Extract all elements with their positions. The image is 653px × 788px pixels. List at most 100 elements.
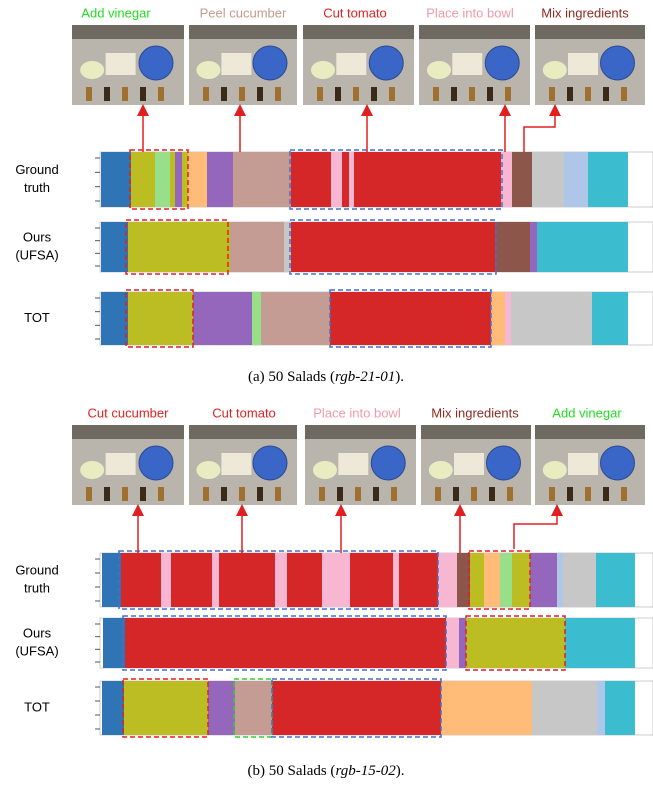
- table-edge: [72, 25, 184, 39]
- cutting-board: [454, 453, 484, 475]
- action-label: Peel cucumber: [200, 5, 287, 20]
- bottle: [353, 87, 359, 101]
- segment: [128, 292, 193, 345]
- bottle: [373, 487, 379, 501]
- cutting-board: [568, 453, 598, 475]
- segment: [207, 152, 233, 207]
- bottle: [391, 487, 397, 501]
- arrow: [514, 507, 557, 549]
- thumbnail: [305, 425, 416, 505]
- segment: [261, 292, 330, 345]
- cutting-board: [568, 53, 598, 75]
- segment: [175, 152, 182, 207]
- segment: [530, 553, 557, 607]
- thumbnail: [189, 425, 297, 505]
- action-label: Mix ingredients: [541, 5, 629, 20]
- table-edge: [189, 25, 297, 39]
- segment: [230, 222, 284, 272]
- thumbnail: [303, 25, 414, 105]
- cutting-board: [106, 453, 136, 475]
- table-edge: [535, 25, 645, 39]
- segment: [102, 553, 121, 607]
- row-label: Ground: [15, 162, 58, 177]
- food: [80, 61, 104, 79]
- bottle: [471, 487, 477, 501]
- bottle: [371, 87, 377, 101]
- segment: [588, 152, 628, 207]
- bottle: [221, 487, 227, 501]
- segment: [597, 681, 605, 735]
- segment: [532, 152, 564, 207]
- segment: [131, 152, 155, 207]
- action-label: Cut tomato: [212, 405, 276, 420]
- bottle: [453, 487, 459, 501]
- segment: [161, 553, 171, 607]
- segment: [565, 618, 635, 668]
- segment: [330, 292, 491, 345]
- segment: [124, 681, 208, 735]
- table-edge: [189, 425, 297, 439]
- segment: [459, 618, 466, 668]
- bottle: [239, 87, 245, 101]
- action-label: Place into bowl: [313, 405, 401, 420]
- segment: [349, 152, 354, 207]
- bottle: [389, 87, 395, 101]
- segment: [470, 553, 484, 607]
- segment: [457, 553, 470, 607]
- segment: [171, 553, 212, 607]
- table-edge: [303, 25, 414, 39]
- food: [196, 461, 220, 479]
- action-label: Mix ingredients: [431, 405, 519, 420]
- cutting-board: [221, 453, 251, 475]
- row-label: (UFSA): [15, 247, 58, 262]
- segment: [101, 292, 128, 345]
- segment: [466, 618, 565, 668]
- bottle: [158, 487, 164, 501]
- segment: [275, 553, 287, 607]
- segment: [537, 222, 628, 272]
- segment: [354, 152, 501, 207]
- food: [543, 461, 567, 479]
- food: [427, 61, 451, 79]
- bottle: [489, 487, 495, 501]
- cutting-board: [221, 53, 251, 75]
- bottle: [221, 87, 227, 101]
- segment: [219, 553, 275, 607]
- segment: [596, 553, 635, 607]
- bowl: [139, 446, 173, 480]
- table-edge: [535, 425, 645, 439]
- bottle: [507, 487, 513, 501]
- food: [80, 461, 104, 479]
- table-edge: [421, 425, 531, 439]
- row-label: Ours: [23, 229, 52, 244]
- caption: (a) 50 Salads (rgb-21-01).: [248, 369, 404, 385]
- bottle: [603, 87, 609, 101]
- bowl: [487, 446, 521, 480]
- segment: [233, 152, 291, 207]
- segment: [252, 292, 261, 345]
- segment: [193, 292, 252, 345]
- cutting-board: [338, 453, 368, 475]
- bowl: [369, 46, 403, 80]
- segment: [563, 553, 596, 607]
- segment: [188, 152, 207, 207]
- caption-video: rgb-21-01: [335, 369, 395, 385]
- bottle: [435, 487, 441, 501]
- bottle: [122, 87, 128, 101]
- segment: [125, 618, 446, 668]
- cutting-board: [452, 53, 482, 75]
- segment: [438, 553, 457, 607]
- bottle: [140, 487, 146, 501]
- segment: [530, 222, 537, 272]
- figure: Add vinegarPeel cucumberCut tomatoPlace …: [0, 0, 653, 788]
- thumbnail: [421, 425, 531, 505]
- bottle: [104, 87, 110, 101]
- bowl: [485, 46, 519, 80]
- segment: [512, 152, 532, 207]
- segment: [342, 152, 349, 207]
- bottle: [487, 87, 493, 101]
- bottle: [451, 87, 457, 101]
- bottle: [319, 487, 325, 501]
- food: [543, 61, 567, 79]
- segment: [287, 553, 322, 607]
